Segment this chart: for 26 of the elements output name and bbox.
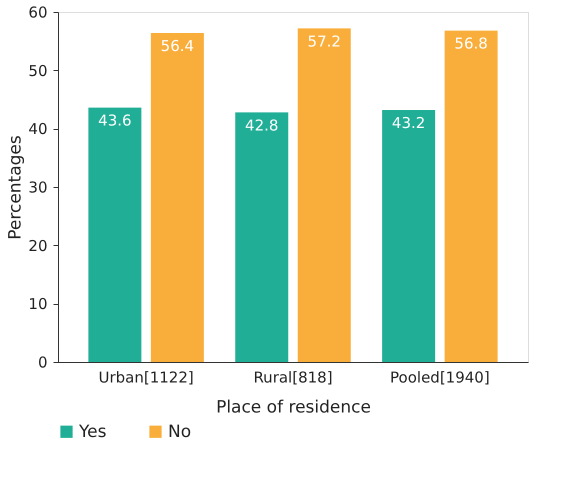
y-tick-label: 20 [28,236,48,255]
y-axis-title: Percentages [5,135,26,240]
legend-label: Yes [78,422,107,442]
bar [298,28,351,362]
bar [382,110,436,362]
data-label: 56.4 [160,37,194,55]
y-tick-label: 60 [28,4,48,22]
data-label: 56.8 [454,34,488,53]
data-label: 43.6 [98,112,132,130]
y-tick-label: 10 [28,295,48,314]
legend-label: No [168,422,192,442]
bar [235,112,288,362]
x-tick-label: Pooled[1940] [390,368,490,386]
x-tick-label: Rural[818] [253,368,333,386]
y-tick-label: 0 [38,354,48,372]
data-label: 57.2 [308,32,341,50]
x-axis-title: Place of residence [216,398,371,418]
data-label: 43.2 [392,114,426,132]
y-tick-label: 40 [28,120,48,138]
bar [88,108,142,362]
data-label: 42.8 [245,116,278,134]
y-tick-label: 30 [28,178,48,196]
x-tick-label: Urban[1122] [98,368,194,386]
bar [150,33,204,362]
bar [444,30,498,362]
y-tick-label: 50 [28,62,48,80]
